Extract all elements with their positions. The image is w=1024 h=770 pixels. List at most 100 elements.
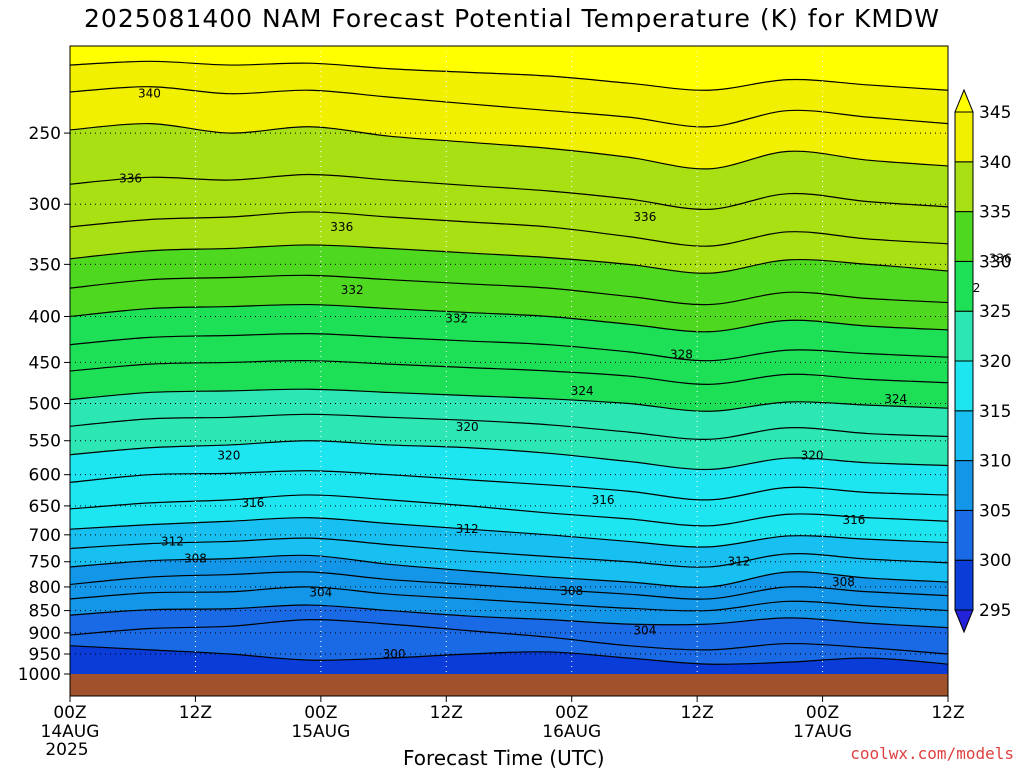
contour-line-328 [70, 333, 948, 362]
contour-label: 300 [383, 647, 406, 661]
contour-label: 308 [832, 575, 855, 589]
contour-label: 316 [842, 513, 865, 527]
x-tick-date: 14AUG [41, 722, 100, 742]
colorbar-extend-bottom [954, 609, 974, 634]
contour-label: 308 [184, 552, 207, 566]
colorbar-swatch [954, 509, 974, 561]
contour-label: 336 [119, 172, 142, 186]
fill-band-300 [70, 645, 948, 674]
site-watermark: coolwx.com/models [850, 744, 1014, 763]
color-fill-layer [70, 46, 948, 674]
y-tick-label: 450 [29, 353, 61, 373]
colorbar-swatch [954, 161, 974, 213]
contour-label: 304 [309, 586, 332, 600]
colorbar-swatch [954, 360, 974, 412]
colorbar-swatch [954, 260, 974, 312]
contour-label: 320 [217, 448, 240, 462]
colorbar-label: 340 [979, 153, 1011, 173]
contour-label: 336 [989, 252, 1012, 266]
y-tick-label: 700 [29, 526, 61, 546]
colorbar-extend-top [954, 88, 974, 113]
y-tick-label: 350 [29, 255, 61, 275]
contour-label: 312 [727, 555, 750, 569]
x-tick-date: 17AUG [793, 722, 852, 742]
y-tick-label: 1000 [18, 665, 61, 685]
ground-strip [70, 674, 948, 696]
x-tick-label: 12Z [931, 703, 964, 723]
contour-line-340 [70, 122, 948, 170]
contour-label: 316 [592, 493, 615, 507]
contour-label: 312 [161, 534, 184, 548]
contour-line-334 [70, 244, 948, 274]
x-axis-title: Forecast Time (UTC) [403, 746, 605, 770]
y-tick-label: 850 [29, 602, 61, 622]
x-tick-label: 00Z [304, 703, 337, 723]
x-tick-label: 00Z [53, 703, 86, 723]
y-tick-label: 500 [29, 395, 61, 415]
colorbar-label: 345 [979, 103, 1011, 123]
contour-label: 320 [456, 420, 479, 434]
contour-line-300 [70, 645, 948, 665]
colorbar-swatch [954, 460, 974, 511]
contour-line-324 [70, 388, 948, 412]
contour-line-342 [70, 86, 948, 128]
y-tick-label: 600 [29, 466, 61, 486]
colorbar-swatch [954, 310, 974, 362]
contour-line-308 [70, 571, 948, 600]
contour-line-332 [70, 274, 948, 306]
contour-line-322 [70, 413, 948, 440]
colorbar-label: 335 [979, 203, 1011, 223]
colorbar-label: 295 [979, 601, 1011, 621]
contour-label: 316 [241, 496, 264, 510]
colorbar-label: 330 [979, 252, 1011, 272]
colorbar: 295 300 305 310 315 320 325 330 335 340 345 [954, 88, 1011, 634]
x-tick-label: 00Z [806, 703, 839, 723]
contour-line-344 [70, 60, 948, 91]
y-tick-label: 950 [29, 645, 61, 665]
contour-line-318 [70, 470, 948, 501]
contour-label: 304 [633, 624, 656, 638]
contour-label: 336 [633, 210, 656, 224]
contour-line-314 [70, 517, 948, 548]
contour-label: 340 [138, 87, 161, 101]
y-tick-label: 900 [29, 624, 61, 644]
x-tick-year: 2025 [45, 740, 88, 760]
colorbar-label: 315 [979, 402, 1011, 422]
contour-line-326 [70, 360, 948, 385]
contour-line-336 [70, 211, 948, 247]
x-tick-date: 16AUG [542, 722, 601, 742]
y-tick-label: 250 [29, 124, 61, 144]
contour-line-320 [70, 440, 948, 471]
contour-labels: 3403363403363363363323323323283243243203… [119, 87, 1012, 661]
contour-label: 308 [560, 584, 583, 598]
contour-label: 332 [341, 283, 364, 297]
contour-line-304 [70, 604, 948, 629]
x-tick-label: 12Z [179, 703, 212, 723]
colorbar-label: 325 [979, 302, 1011, 322]
y-tick-label: 300 [29, 195, 61, 215]
contour-line-302 [70, 619, 948, 655]
colorbar-label: 305 [979, 501, 1011, 521]
contour-line-310 [70, 554, 948, 588]
contour-label: 332 [445, 311, 468, 325]
colorbar-swatch [954, 211, 974, 262]
x-tick-label: 12Z [430, 703, 463, 723]
chart-title: 2025081400 NAM Forecast Potential Temper… [84, 4, 940, 33]
contour-label: 336 [330, 220, 353, 234]
colorbar-label: 300 [979, 551, 1011, 571]
contour-label: 312 [456, 522, 479, 536]
y-tick-label: 400 [29, 307, 61, 327]
colorbar-swatch [954, 111, 974, 163]
y-tick-label: 650 [29, 497, 61, 517]
plot-frame [69, 45, 949, 697]
colorbar-label: 320 [979, 352, 1011, 372]
colorbar-label: 310 [979, 452, 1011, 472]
contour-line-338 [70, 173, 948, 210]
y-tick-label: 800 [29, 578, 61, 598]
contour-label: 324 [884, 392, 907, 406]
x-tick-label: 12Z [681, 703, 714, 723]
x-tick-date: 15AUG [291, 722, 350, 742]
x-tick-label: 00Z [555, 703, 588, 723]
y-tick-label: 550 [29, 432, 61, 452]
